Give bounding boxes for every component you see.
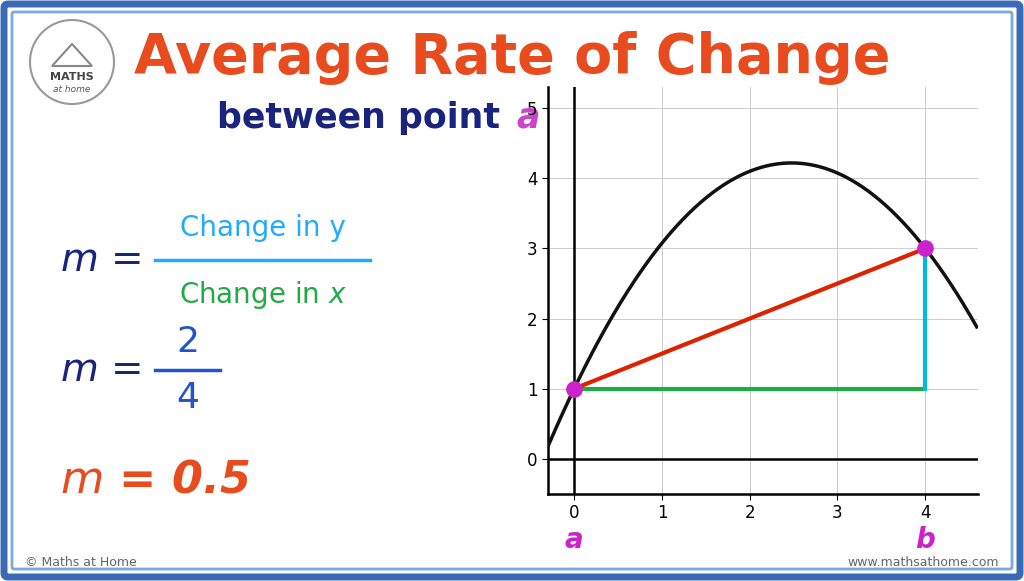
Text: a: a (516, 101, 540, 135)
Text: 4: 4 (176, 381, 199, 415)
Text: © Maths at Home: © Maths at Home (25, 555, 137, 568)
Circle shape (30, 20, 114, 104)
Text: $m$ = 0.5: $m$ = 0.5 (60, 458, 250, 501)
Text: Average Rate of Change: Average Rate of Change (134, 31, 890, 85)
Text: and point: and point (545, 101, 757, 135)
Text: b: b (915, 526, 935, 554)
FancyBboxPatch shape (4, 4, 1020, 577)
Text: 2: 2 (176, 325, 199, 359)
Text: Change in $x$: Change in $x$ (178, 279, 346, 311)
Text: between point: between point (217, 101, 512, 135)
Text: a: a (565, 526, 584, 554)
Polygon shape (52, 44, 92, 66)
Text: $m$ =: $m$ = (60, 351, 140, 389)
Text: b: b (693, 101, 718, 135)
Text: Change in y: Change in y (179, 214, 345, 242)
Text: $m$ =: $m$ = (60, 241, 140, 279)
Text: at home: at home (53, 85, 91, 95)
Text: MATHS: MATHS (50, 72, 94, 82)
Text: www.mathsathome.com: www.mathsathome.com (848, 555, 999, 568)
